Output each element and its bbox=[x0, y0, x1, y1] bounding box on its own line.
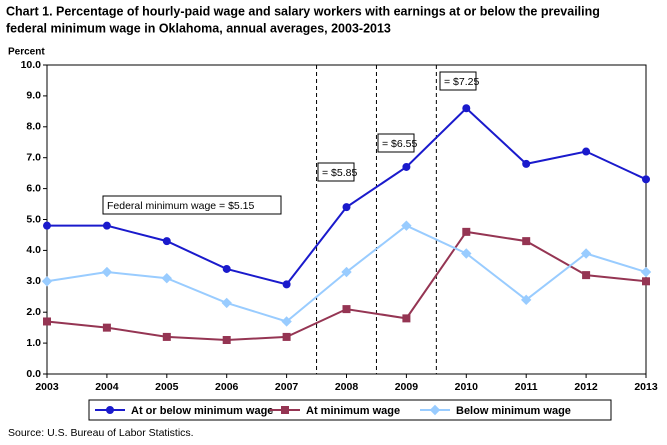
y-tick-label: 2.0 bbox=[26, 306, 41, 318]
x-tick-label: 2011 bbox=[515, 381, 538, 393]
marker bbox=[402, 314, 411, 323]
marker bbox=[401, 220, 412, 231]
source-note: Source: U.S. Bureau of Labor Statistics. bbox=[8, 427, 194, 439]
marker bbox=[522, 159, 531, 168]
marker bbox=[43, 317, 51, 326]
chart-title: federal minimum wage in Oklahoma, annual… bbox=[6, 21, 391, 35]
marker bbox=[642, 175, 650, 184]
marker bbox=[580, 248, 592, 259]
marker bbox=[102, 323, 111, 332]
marker bbox=[402, 162, 411, 171]
plot-frame bbox=[46, 64, 647, 375]
annotation-box bbox=[377, 133, 415, 153]
legend-label: Below minimum wage bbox=[456, 405, 571, 417]
marker bbox=[342, 203, 351, 212]
marker bbox=[102, 221, 111, 230]
marker bbox=[221, 297, 232, 309]
marker bbox=[281, 316, 292, 327]
marker bbox=[222, 336, 231, 345]
marker bbox=[281, 406, 289, 414]
x-tick-label: 2009 bbox=[395, 381, 419, 393]
marker bbox=[162, 332, 171, 341]
annotation-box bbox=[439, 71, 477, 91]
marker bbox=[341, 266, 352, 278]
annotation-box bbox=[317, 162, 355, 182]
marker bbox=[462, 227, 471, 236]
marker bbox=[101, 266, 113, 278]
y-tick-label: 8.0 bbox=[26, 121, 41, 133]
annotation-box bbox=[102, 195, 282, 215]
annotation: = $6.55 bbox=[382, 138, 417, 150]
x-tick-label: 2004 bbox=[95, 381, 119, 393]
marker bbox=[429, 404, 441, 416]
marker bbox=[522, 237, 531, 246]
y-tick-label: 3.0 bbox=[26, 275, 41, 287]
y-tick-label: 5.0 bbox=[26, 213, 41, 225]
legend-box bbox=[88, 399, 612, 421]
x-tick-label: 2013 bbox=[634, 381, 658, 393]
y-tick-label: 1.0 bbox=[26, 337, 41, 349]
marker bbox=[520, 294, 532, 306]
marker bbox=[582, 271, 591, 280]
marker bbox=[222, 264, 231, 273]
legend-label: At or below minimum wage bbox=[131, 405, 273, 417]
x-tick-label: 2003 bbox=[35, 381, 59, 393]
series-line bbox=[46, 230, 647, 342]
legend-label: At minimum wage bbox=[306, 405, 400, 417]
x-tick-label: 2007 bbox=[275, 381, 299, 393]
marker bbox=[642, 277, 650, 286]
annotation: = $5.85 bbox=[322, 167, 357, 179]
x-tick-label: 2006 bbox=[215, 381, 239, 393]
annotation: = $7.25 bbox=[444, 76, 479, 88]
marker bbox=[342, 305, 351, 314]
x-tick-label: 2005 bbox=[155, 381, 179, 393]
y-axis-label: Percent bbox=[8, 47, 45, 58]
marker bbox=[282, 280, 291, 289]
marker bbox=[282, 332, 291, 341]
annotation: Federal minimum wage = $5.15 bbox=[107, 200, 255, 212]
y-tick-label: 4.0 bbox=[26, 244, 41, 256]
x-tick-label: 2010 bbox=[455, 381, 479, 393]
y-tick-label: 10.0 bbox=[21, 59, 42, 71]
marker bbox=[41, 276, 53, 287]
y-tick-label: 6.0 bbox=[26, 182, 41, 194]
marker bbox=[582, 147, 591, 156]
y-tick-label: 7.0 bbox=[26, 151, 41, 163]
x-tick-label: 2012 bbox=[574, 381, 598, 393]
marker bbox=[161, 273, 173, 284]
marker bbox=[462, 104, 471, 113]
marker bbox=[461, 248, 472, 259]
marker bbox=[640, 266, 652, 278]
marker bbox=[106, 406, 114, 414]
y-tick-label: 0.0 bbox=[26, 368, 41, 380]
y-tick-label: 9.0 bbox=[26, 90, 41, 102]
chart-title: Chart 1. Percentage of hourly-paid wage … bbox=[6, 4, 600, 18]
x-tick-label: 2008 bbox=[335, 381, 359, 393]
marker bbox=[162, 237, 171, 246]
marker bbox=[43, 221, 51, 230]
